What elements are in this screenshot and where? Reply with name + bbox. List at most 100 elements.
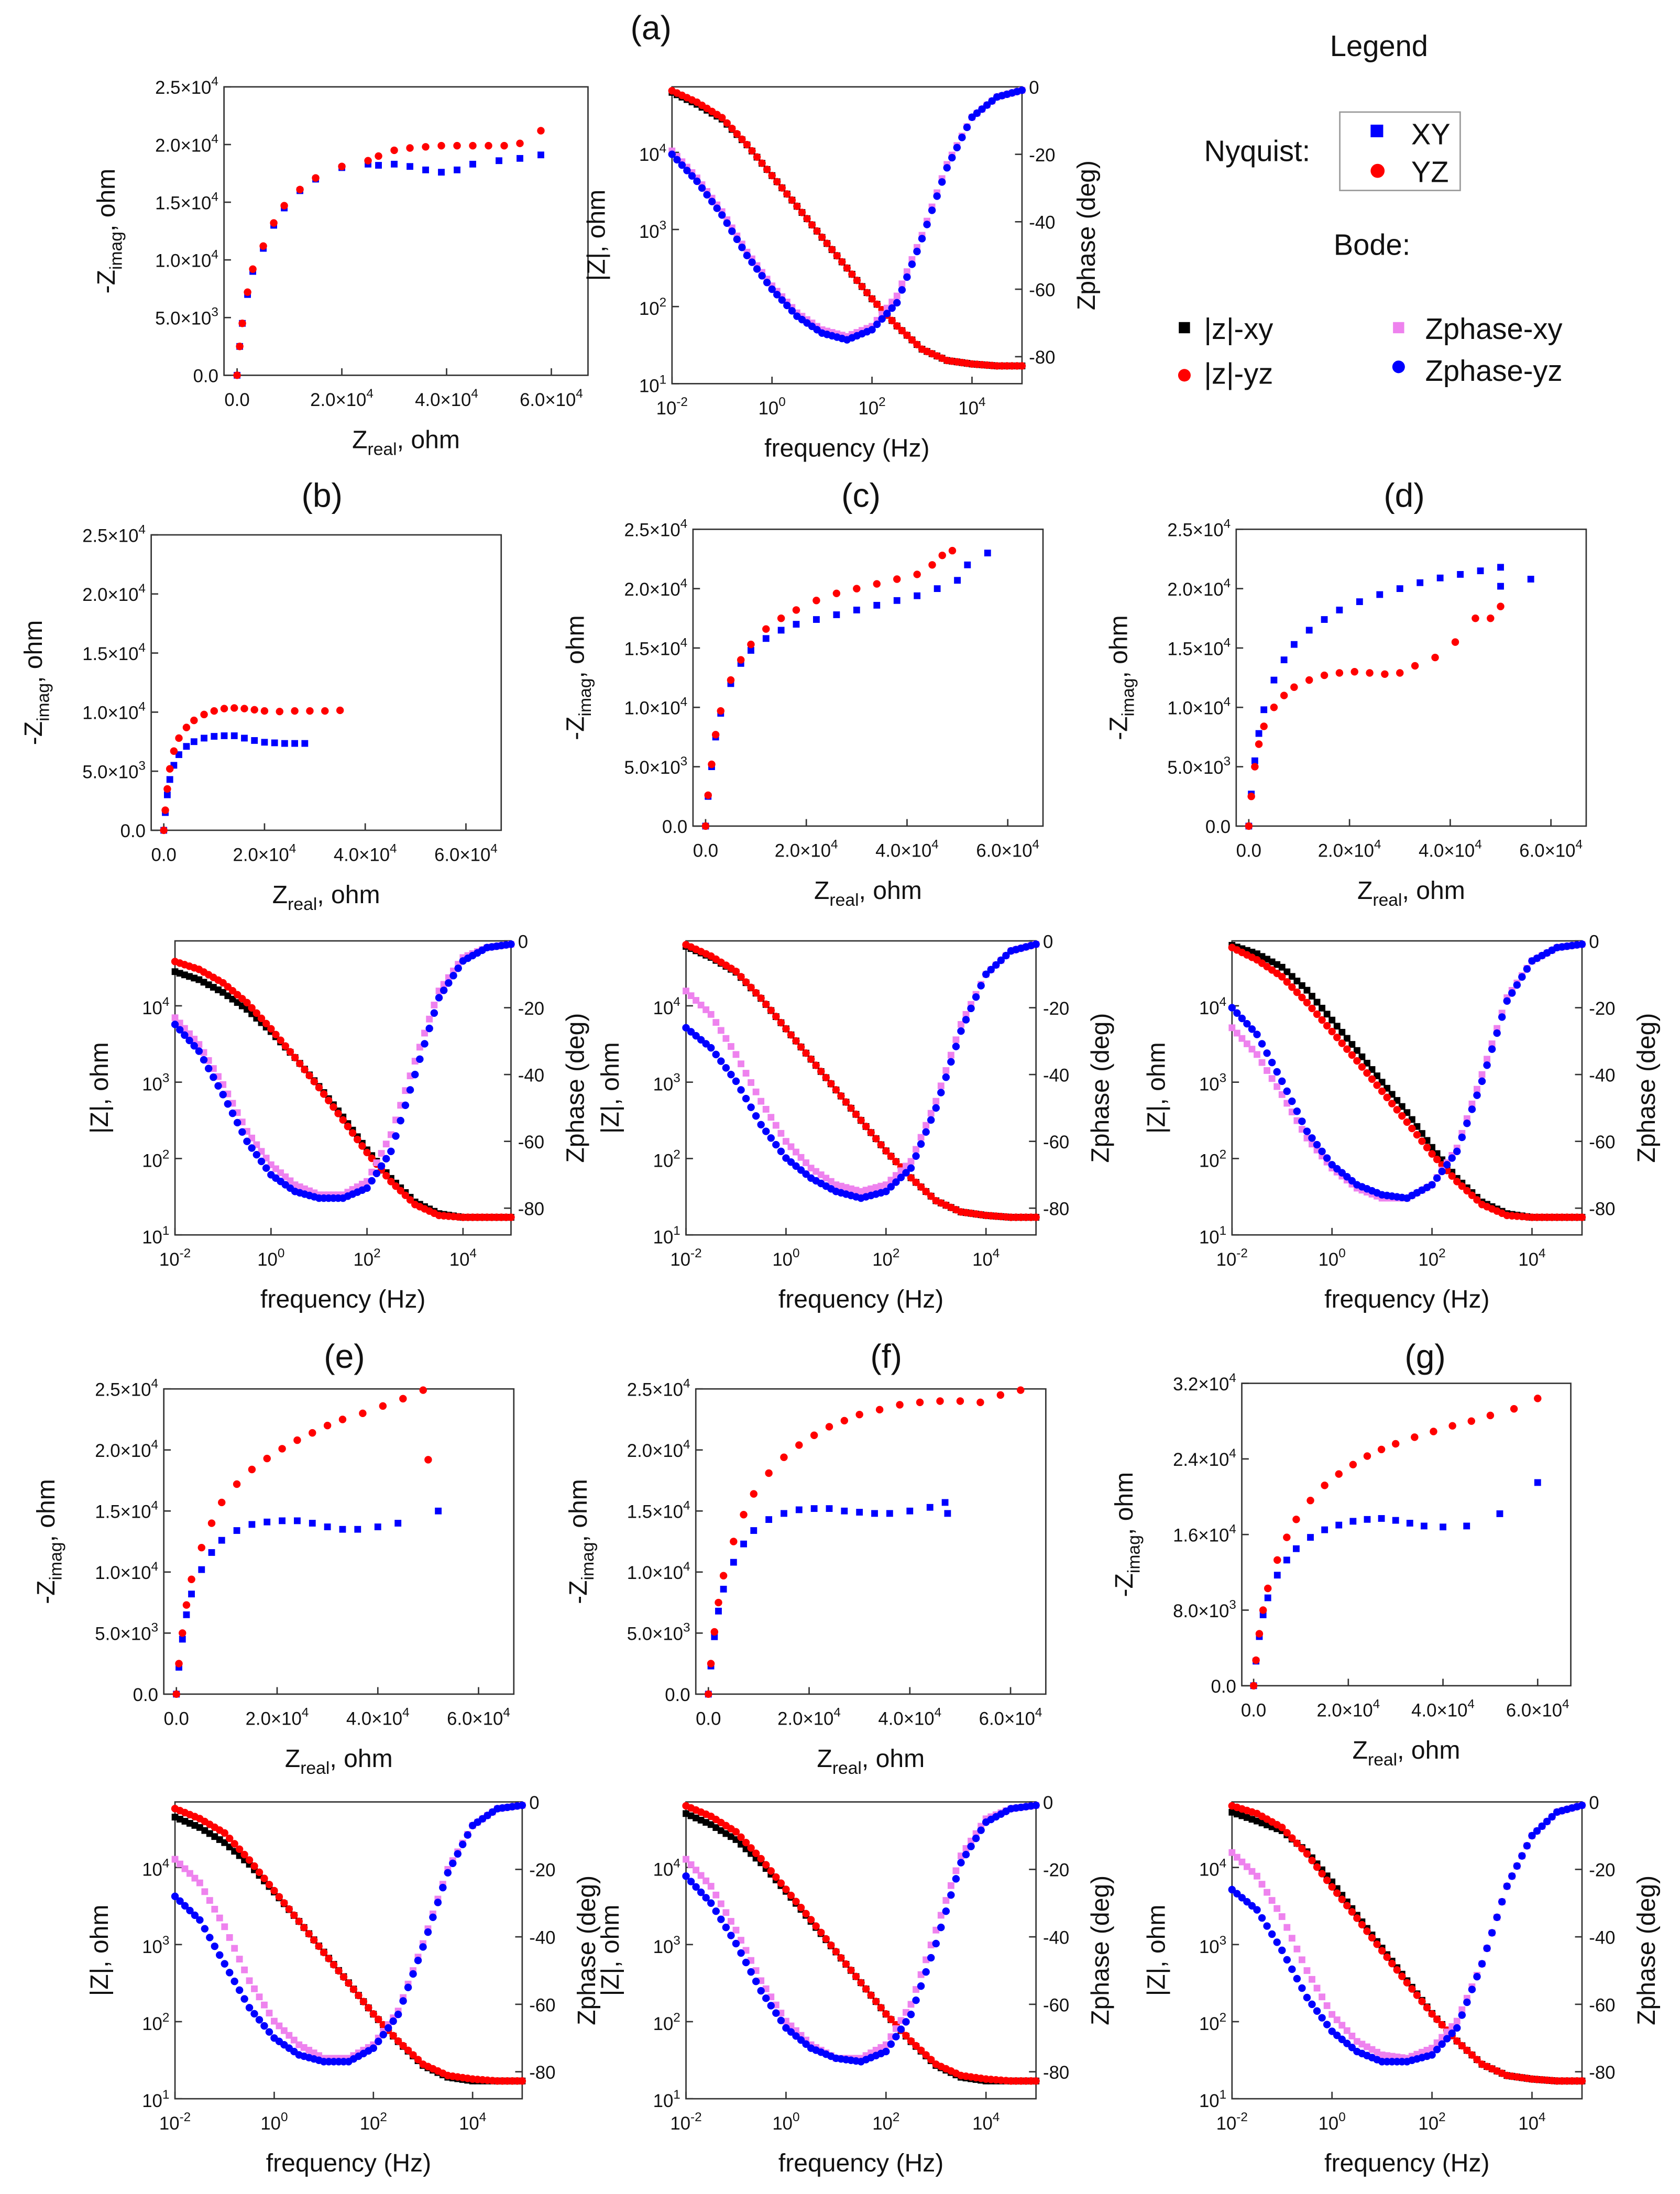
data-point-Zphase-yz	[973, 109, 981, 117]
y-tick-label: 1.0×104	[624, 695, 687, 719]
data-point-Zphase-xy	[256, 1993, 263, 2001]
data-point-Zphase-xy	[942, 1067, 950, 1074]
y2-tick-label: -60	[1043, 1133, 1069, 1153]
data-point-Zphase-yz	[190, 1042, 198, 1050]
data-point-Zphase-yz	[778, 296, 786, 304]
data-point-Zphase-yz	[738, 244, 746, 251]
data-point-Zphase-yz	[429, 1913, 437, 1922]
legend-nyquist-box	[1339, 111, 1461, 191]
data-point-YZ	[163, 785, 171, 793]
y-axis-label: |Z|, ohm	[596, 1905, 624, 1996]
data-point-|z|-yz	[305, 1930, 313, 1938]
data-point-|z|-yz	[762, 1000, 770, 1008]
data-point-Zphase-xy	[732, 1051, 740, 1058]
data-point-Zphase-yz	[727, 1070, 735, 1079]
x-tick-label: 6.0×104	[1506, 1697, 1569, 1721]
data-point-Zphase-yz	[777, 2016, 785, 2025]
data-point-YZ	[1381, 670, 1389, 678]
data-point-|z|-yz	[1298, 1845, 1306, 1852]
data-point-|z|-yz	[787, 1031, 795, 1039]
data-point-YZ	[711, 731, 720, 739]
data-point-Zphase-yz	[185, 1036, 193, 1045]
data-point-Zphase-yz	[907, 2011, 915, 2019]
data-point-Zphase-yz	[401, 1101, 410, 1110]
data-point-|z|-yz	[365, 2004, 372, 2012]
y-tick-label: 102	[142, 1147, 169, 1171]
data-point-YZ	[236, 343, 244, 350]
data-point-Zphase-yz	[392, 1132, 400, 1140]
data-point-|z|-yz	[1468, 2051, 1476, 2059]
data-point-Zphase-yz	[947, 1058, 955, 1066]
series-YZ	[160, 704, 344, 835]
data-point-|z|-yz	[922, 2051, 930, 2059]
data-point-Zphase-yz	[211, 1942, 219, 1950]
data-point-Zphase-xy	[722, 1909, 730, 1916]
data-point-|z|-yz	[1323, 1876, 1331, 1884]
data-point-XY	[1477, 567, 1484, 575]
data-point-Zphase-yz	[897, 2025, 905, 2033]
data-point-|z|-yz	[330, 1103, 337, 1111]
data-point-XY	[1356, 598, 1363, 605]
data-point-Zphase-yz	[224, 1100, 232, 1108]
data-point-Zphase-xy	[1348, 2033, 1356, 2039]
y-axis-label: -Zimag, ohm	[1110, 1472, 1144, 1597]
data-point-YZ	[873, 580, 881, 588]
x-tick-label: 2.0×104	[310, 387, 374, 410]
data-point-|z|-yz	[325, 1096, 333, 1104]
data-point-Zphase-xy	[907, 2001, 915, 2008]
data-point-Zphase-xy	[712, 1019, 720, 1026]
data-point-Zphase-yz	[962, 1850, 970, 1859]
data-point-Zphase-yz	[747, 1968, 755, 1976]
y2-tick-label: -40	[1043, 1928, 1069, 1948]
x-tick-label: 100	[257, 1246, 284, 1270]
data-point-|z|-yz	[1423, 1144, 1431, 1151]
data-point-Zphase-xy	[777, 1129, 785, 1137]
data-point-YZ	[240, 705, 248, 712]
data-point-XY	[188, 1590, 195, 1598]
data-point-|z|-yz	[1303, 999, 1311, 1007]
series-|z|-yz	[682, 1802, 1040, 2085]
data-point-Zphase-xy	[196, 1879, 203, 1886]
x-tick-label: 6.0×104	[1519, 838, 1583, 861]
data-point-Zphase-yz	[997, 956, 1005, 964]
data-point-|z|-yz	[752, 989, 760, 997]
data-point-|z|-yz	[1378, 1087, 1386, 1095]
data-point-|z|-yz	[898, 326, 906, 335]
y-tick-label: 0.0	[133, 1685, 158, 1705]
data-point-Zphase-xy	[261, 2001, 268, 2009]
data-point-Zphase-yz	[424, 1928, 432, 1936]
data-point-Zphase-xy	[767, 1114, 775, 1121]
data-point-YZ	[795, 1441, 803, 1449]
data-point-|z|-yz	[1358, 1063, 1366, 1071]
data-point-|z|-xy	[1333, 1023, 1341, 1030]
x-axis-label: frequency (Hz)	[266, 2149, 431, 2177]
panel-a-nyquist: (a) 0.0 2.0×104 4.0×104 6.0×104 0.0 5.0×103 1.0…	[92, 9, 672, 459]
data-point-Zphase-yz	[882, 1188, 890, 1195]
data-point-Zphase-yz	[797, 2036, 805, 2044]
data-point-|z|-yz	[903, 331, 911, 339]
y2-tick-label: -20	[1043, 1861, 1069, 1881]
data-point-|z|-yz	[1393, 1966, 1401, 1974]
data-point-Zphase-xy	[1228, 1024, 1236, 1032]
y-tick-label: 102	[1199, 2011, 1226, 2034]
y-tick-label: 0.0	[662, 817, 687, 837]
y2-tick-label: 0	[518, 932, 528, 952]
y-tick-label: 1.5×104	[155, 190, 218, 213]
data-point-Zphase-yz	[1032, 940, 1040, 948]
data-point-Zphase-yz	[687, 1878, 695, 1885]
data-point-Zphase-yz	[1238, 1894, 1246, 1902]
series-XY	[1250, 1479, 1541, 1690]
data-point-Zphase-yz	[1323, 1154, 1331, 1162]
data-point-|z|-yz	[1408, 1985, 1416, 1993]
data-point-Zphase-yz	[1228, 1885, 1236, 1894]
y-tick-label: 1.6×104	[1173, 1522, 1236, 1545]
data-point-Zphase-yz	[928, 206, 936, 214]
data-point-|z|-yz	[817, 1928, 825, 1937]
data-point-YZ	[896, 1401, 904, 1409]
data-point-|z|-yz	[1458, 2042, 1466, 2050]
y-tick-label: 0.0	[193, 367, 218, 387]
data-point-Zphase-yz	[923, 221, 931, 228]
data-point-XY	[163, 791, 171, 798]
plot-frame	[174, 1801, 523, 2100]
data-point-Zphase-yz	[1483, 1944, 1491, 1952]
